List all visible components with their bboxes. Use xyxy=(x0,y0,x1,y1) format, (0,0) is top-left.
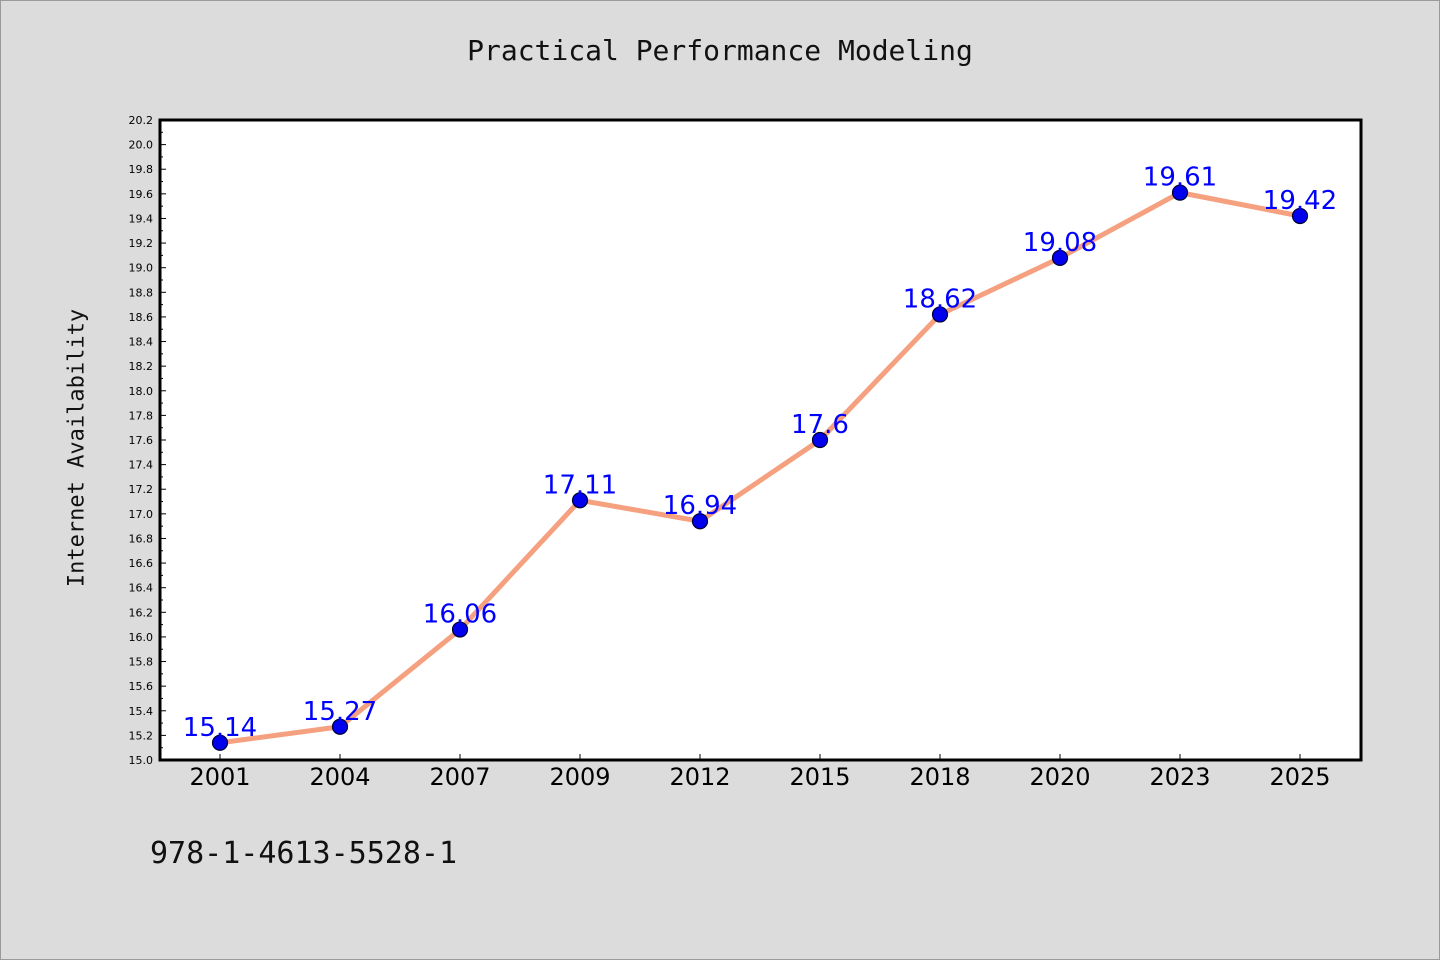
y-tick-label: 18.4 xyxy=(129,336,154,349)
y-tick-label: 16.8 xyxy=(129,532,154,545)
x-tick-label: 2023 xyxy=(1149,763,1210,791)
data-label: 17.11 xyxy=(543,470,617,500)
x-tick-label: 2015 xyxy=(789,763,850,791)
y-tick-label: 18.2 xyxy=(129,360,154,373)
y-tick-label: 20.0 xyxy=(129,139,154,152)
x-axis-ticks: 2001 2004 2007 2009 2012 2015 2018 2020 2023 2025 xyxy=(189,754,1331,791)
y-axis-ticks: 15.0 15.2 15.4 15.6 15.8 16.0 16.2 16.4 16.6 16.8… xyxy=(129,114,166,767)
series-line xyxy=(217,190,1303,746)
y-tick-label: 18.0 xyxy=(129,385,154,398)
y-tick-label: 16.0 xyxy=(129,631,154,644)
data-label: 19.08 xyxy=(1023,228,1097,258)
y-tick-label: 15.6 xyxy=(129,680,154,693)
y-tick-label: 17.8 xyxy=(129,409,154,422)
plot-area xyxy=(158,118,1363,762)
data-point xyxy=(1051,249,1069,266)
y-tick-label: 16.2 xyxy=(129,606,154,619)
x-tick-label: 2025 xyxy=(1269,763,1330,791)
data-point xyxy=(811,431,829,449)
data-label: 16.06 xyxy=(423,600,497,630)
data-points xyxy=(211,184,1309,751)
y-tick-label: 17.0 xyxy=(129,508,154,521)
data-label: 18.62 xyxy=(903,284,977,314)
data-point xyxy=(451,621,469,638)
y-tick-label: 15.4 xyxy=(129,705,154,718)
data-label: 17.6 xyxy=(791,410,849,440)
y-tick-label: 16.6 xyxy=(129,557,154,570)
data-point xyxy=(571,492,589,509)
y-tick-label: 19.6 xyxy=(129,188,154,201)
y-tick-label: 19.8 xyxy=(129,163,154,176)
data-point xyxy=(931,306,949,323)
x-tick-label: 2020 xyxy=(1029,763,1090,791)
data-label: 16.94 xyxy=(663,491,737,521)
y-tick-label: 17.4 xyxy=(129,459,154,472)
data-label: 19.42 xyxy=(1263,186,1337,216)
data-point xyxy=(691,513,709,530)
data-label: 19.61 xyxy=(1143,163,1217,193)
y-tick-label: 20.2 xyxy=(129,114,154,127)
x-tick-label: 2004 xyxy=(309,763,370,791)
x-tick-label: 2018 xyxy=(909,763,970,791)
x-tick-label: 2001 xyxy=(189,763,250,791)
chart-title: Practical Performance Modeling xyxy=(467,34,973,67)
x-tick-label: 2012 xyxy=(669,763,730,791)
data-point xyxy=(331,718,349,735)
data-label: 15.27 xyxy=(303,697,377,727)
y-tick-label: 17.6 xyxy=(129,434,154,447)
data-point xyxy=(211,734,229,751)
y-tick-label: 16.4 xyxy=(129,582,154,595)
y-tick-label: 19.4 xyxy=(129,212,154,225)
y-tick-label: 15.0 xyxy=(129,754,154,767)
data-point xyxy=(1171,184,1189,201)
x-tick-label: 2007 xyxy=(429,763,490,791)
y-tick-label: 19.0 xyxy=(129,262,154,275)
y-tick-label: 17.2 xyxy=(129,483,154,496)
y-tick-label: 19.2 xyxy=(129,237,154,250)
x-tick-label: 2009 xyxy=(549,763,610,791)
isbn-text: 978-1-4613-5528-1 xyxy=(150,836,458,871)
y-tick-label: 15.2 xyxy=(129,729,154,742)
data-label: 15.14 xyxy=(183,713,257,743)
data-point xyxy=(1291,207,1309,225)
data-labels: 15.14 15.27 16.06 17.11 16.94 17.6 18.62 19.08 1… xyxy=(183,163,1337,743)
y-tick-label: 15.8 xyxy=(129,656,154,669)
y-tick-label: 18.6 xyxy=(129,311,154,324)
y-tick-label: 18.8 xyxy=(129,286,154,299)
